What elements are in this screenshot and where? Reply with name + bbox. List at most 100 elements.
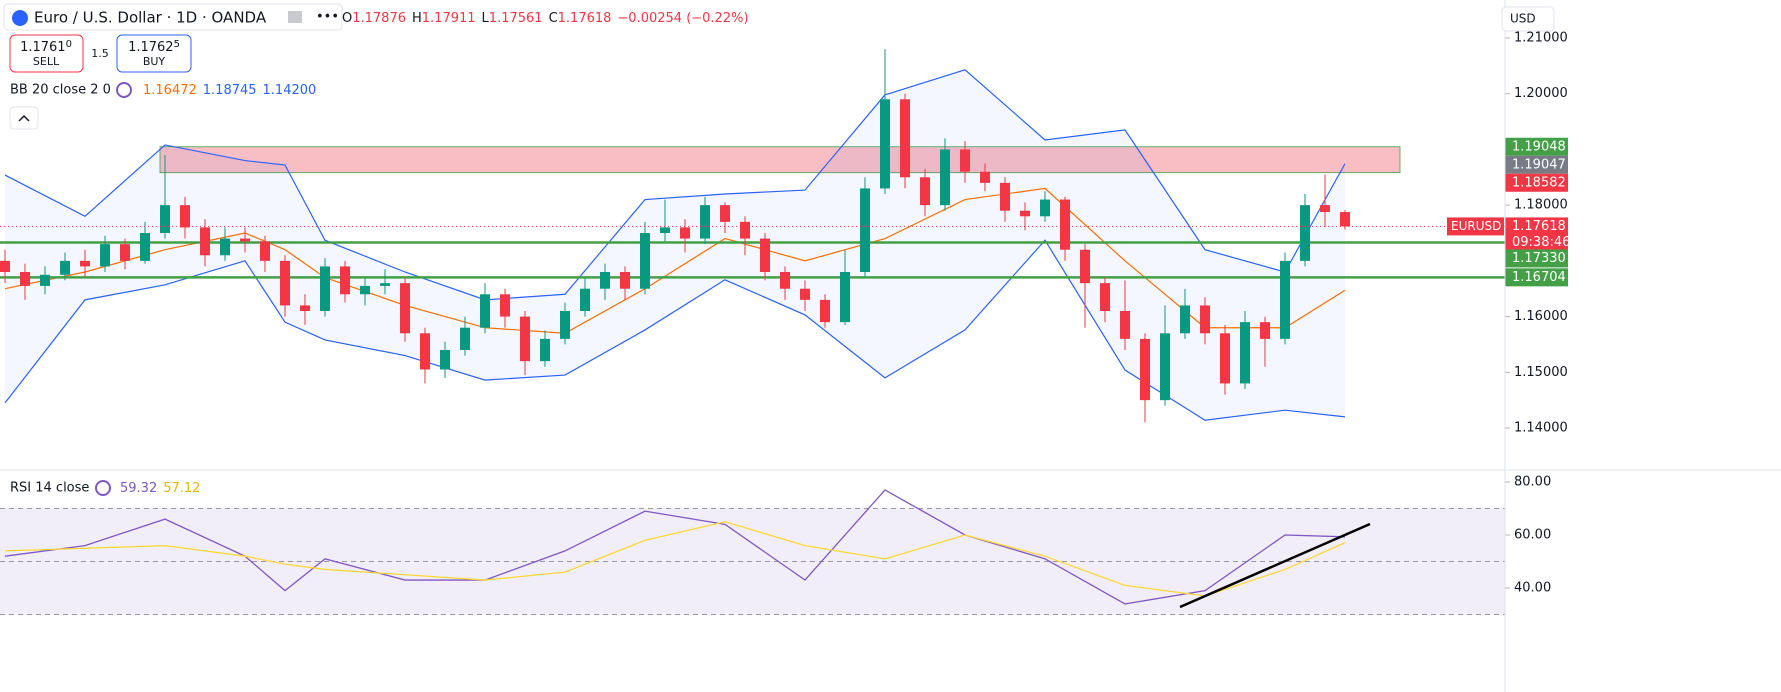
candle-body: [940, 149, 950, 206]
price-tag-label: 1.19048: [1512, 139, 1566, 154]
candle-body: [540, 338, 550, 362]
candle-body: [100, 244, 110, 267]
bb-lower: [4, 239, 1346, 421]
candle-body: [600, 272, 610, 289]
y-tick-label: 1.18000: [1514, 198, 1568, 213]
candle-body: [1320, 205, 1330, 213]
price-tag-label: 1.19047: [1512, 157, 1566, 172]
price-tag-time: 09:38:46: [1512, 235, 1570, 250]
price-pane: [0, 49, 1505, 423]
sell-price-main: 1.1761: [20, 40, 66, 55]
candle-body: [1240, 322, 1250, 384]
bb-fill: [5, 69, 1345, 421]
bb-icon[interactable]: [116, 82, 132, 98]
price-tag: [1505, 155, 1568, 174]
resistance-zone: [159, 146, 1401, 174]
candle-body: [220, 238, 230, 256]
currency: USD: [1510, 12, 1536, 26]
y-tick-label: 1.21000: [1514, 31, 1568, 46]
candle-body: [320, 266, 330, 311]
y-tick-label: 1.20000: [1514, 86, 1568, 101]
candle-body: [820, 299, 830, 323]
candle-body: [140, 233, 150, 261]
candle-body: [560, 311, 570, 339]
candle-body: [520, 316, 530, 362]
y-tick-label: 1.15000: [1514, 365, 1568, 380]
y-tick-label: 1.14000: [1514, 421, 1568, 436]
candle-body: [1000, 182, 1010, 211]
candle-body: [880, 99, 890, 189]
candle-body: [1160, 333, 1170, 401]
symbol-tag: [1447, 217, 1504, 236]
candle-body: [1100, 283, 1110, 311]
candle-body: [1080, 249, 1090, 284]
buy-price-main: 1.1762: [128, 40, 174, 55]
buy-button[interactable]: [116, 34, 192, 73]
rsi-ma-value: 57.12: [163, 481, 200, 496]
candle-body: [660, 227, 670, 233]
rsi-value: 59.32: [120, 481, 157, 496]
candle-body: [1220, 333, 1230, 384]
rsi-icon[interactable]: [95, 480, 111, 496]
candle-body: [1140, 338, 1150, 401]
candle-body: [260, 241, 270, 261]
candle-body: [640, 233, 650, 289]
price-tag: [1505, 268, 1568, 287]
candle-body: [1120, 311, 1130, 339]
candle-body: [420, 333, 430, 370]
candle-body: [180, 205, 190, 228]
candle-body: [120, 244, 130, 261]
candle-body: [160, 205, 170, 233]
flag-icon[interactable]: [288, 11, 302, 23]
candle-body: [240, 238, 250, 242]
collapse-button[interactable]: [9, 106, 39, 130]
candle-body: [1060, 199, 1070, 250]
candle-body: [200, 227, 210, 256]
symbol: Euro / U.S. Dollar · 1D · OANDA: [34, 9, 267, 27]
ohlc: O1.17876 H1.17911 L1.17561 C1.17618 −0.00254…: [342, 11, 749, 26]
candle-body: [480, 294, 490, 328]
candle-body: [460, 327, 470, 350]
candle-body: [40, 274, 50, 286]
price-tag: [1505, 217, 1568, 252]
candle-body: [720, 205, 730, 222]
y-tick-label: 40.00: [1514, 581, 1551, 596]
change: −0.00254 (−0.22%): [617, 11, 748, 26]
candle-body: [780, 272, 790, 289]
candle-body: [360, 285, 370, 295]
candle-body: [1040, 199, 1050, 217]
price-tag-label: 1.17330: [1512, 251, 1566, 266]
sell-button[interactable]: [9, 34, 84, 73]
bb-upper: [4, 69, 1346, 301]
more-icon[interactable]: •••: [316, 10, 339, 25]
price-tag: [1505, 249, 1568, 268]
price-tag-label: 1.18582: [1512, 175, 1566, 190]
candle-body: [440, 350, 450, 370]
candle-body: [400, 283, 410, 334]
trend-line: [1179, 522, 1371, 609]
spread: 1.5: [91, 47, 109, 60]
currency-button[interactable]: [1501, 6, 1555, 32]
candle-body: [980, 171, 990, 183]
bb-upper-value: 1.18745: [203, 83, 257, 98]
candle-body: [80, 260, 90, 267]
candle-body: [900, 99, 910, 178]
price-axis: 1.210001.200001.190001.180001.170001.160…: [1447, 31, 1570, 596]
o-value: 1.17876: [352, 11, 406, 26]
symbol-box[interactable]: [3, 3, 343, 31]
l-value: 1.17561: [489, 11, 543, 26]
buy-label: BUY: [143, 55, 166, 68]
y-tick-label: 60.00: [1514, 528, 1551, 543]
candle-body: [960, 149, 970, 172]
candle-body: [760, 238, 770, 272]
y-tick-label: 80.00: [1514, 475, 1551, 490]
candle-body: [860, 188, 870, 272]
bb-values: 1.16472 1.18745 1.14200: [143, 83, 316, 98]
price-tag-label: 1.16704: [1512, 270, 1566, 285]
price-tag: [1505, 137, 1568, 156]
candle-body: [1180, 305, 1190, 334]
candle-body: [0, 260, 10, 272]
y-tick-label: 1.16000: [1514, 309, 1568, 324]
candle-body: [840, 272, 850, 323]
